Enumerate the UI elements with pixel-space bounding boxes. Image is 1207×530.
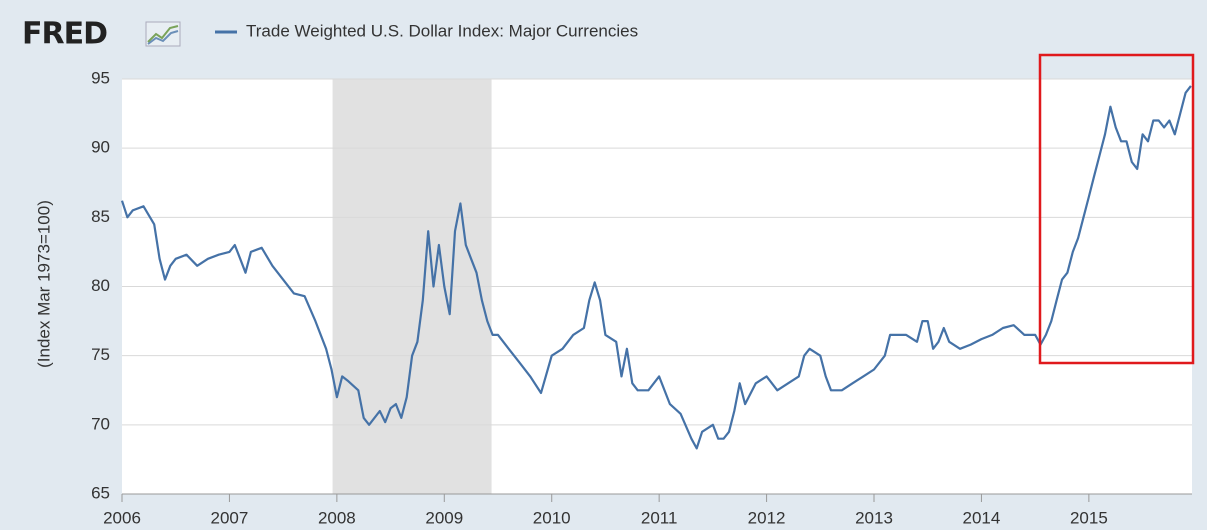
x-tick-label: 2009 [425,508,463,527]
x-tick-label: 2015 [1070,508,1108,527]
x-tick-label: 2010 [533,508,571,527]
x-tick-label: 2006 [103,508,141,527]
x-tick-label: 2008 [318,508,356,527]
x-tick-label: 2007 [211,508,249,527]
y-tick-label: 65 [91,483,110,502]
legend-label: Trade Weighted U.S. Dollar Index: Major … [246,21,638,40]
y-tick-label: 80 [91,276,110,295]
y-axis-label: (Index Mar 1973=100) [34,200,53,368]
data-line [120,85,1192,450]
logo-icon [145,21,181,47]
highlight-box [1038,53,1195,365]
x-tick-label: 2013 [855,508,893,527]
y-tick-label: 75 [91,345,110,364]
y-tick-label: 90 [91,138,110,157]
y-tick-label: 95 [91,68,110,87]
x-tick-label: 2012 [748,508,786,527]
x-tick-label: 2011 [641,508,678,527]
logo: FRED [22,17,107,52]
x-tick-label: 2014 [963,508,1001,527]
y-tick-label: 70 [91,414,110,433]
y-tick-label: 85 [91,207,110,226]
